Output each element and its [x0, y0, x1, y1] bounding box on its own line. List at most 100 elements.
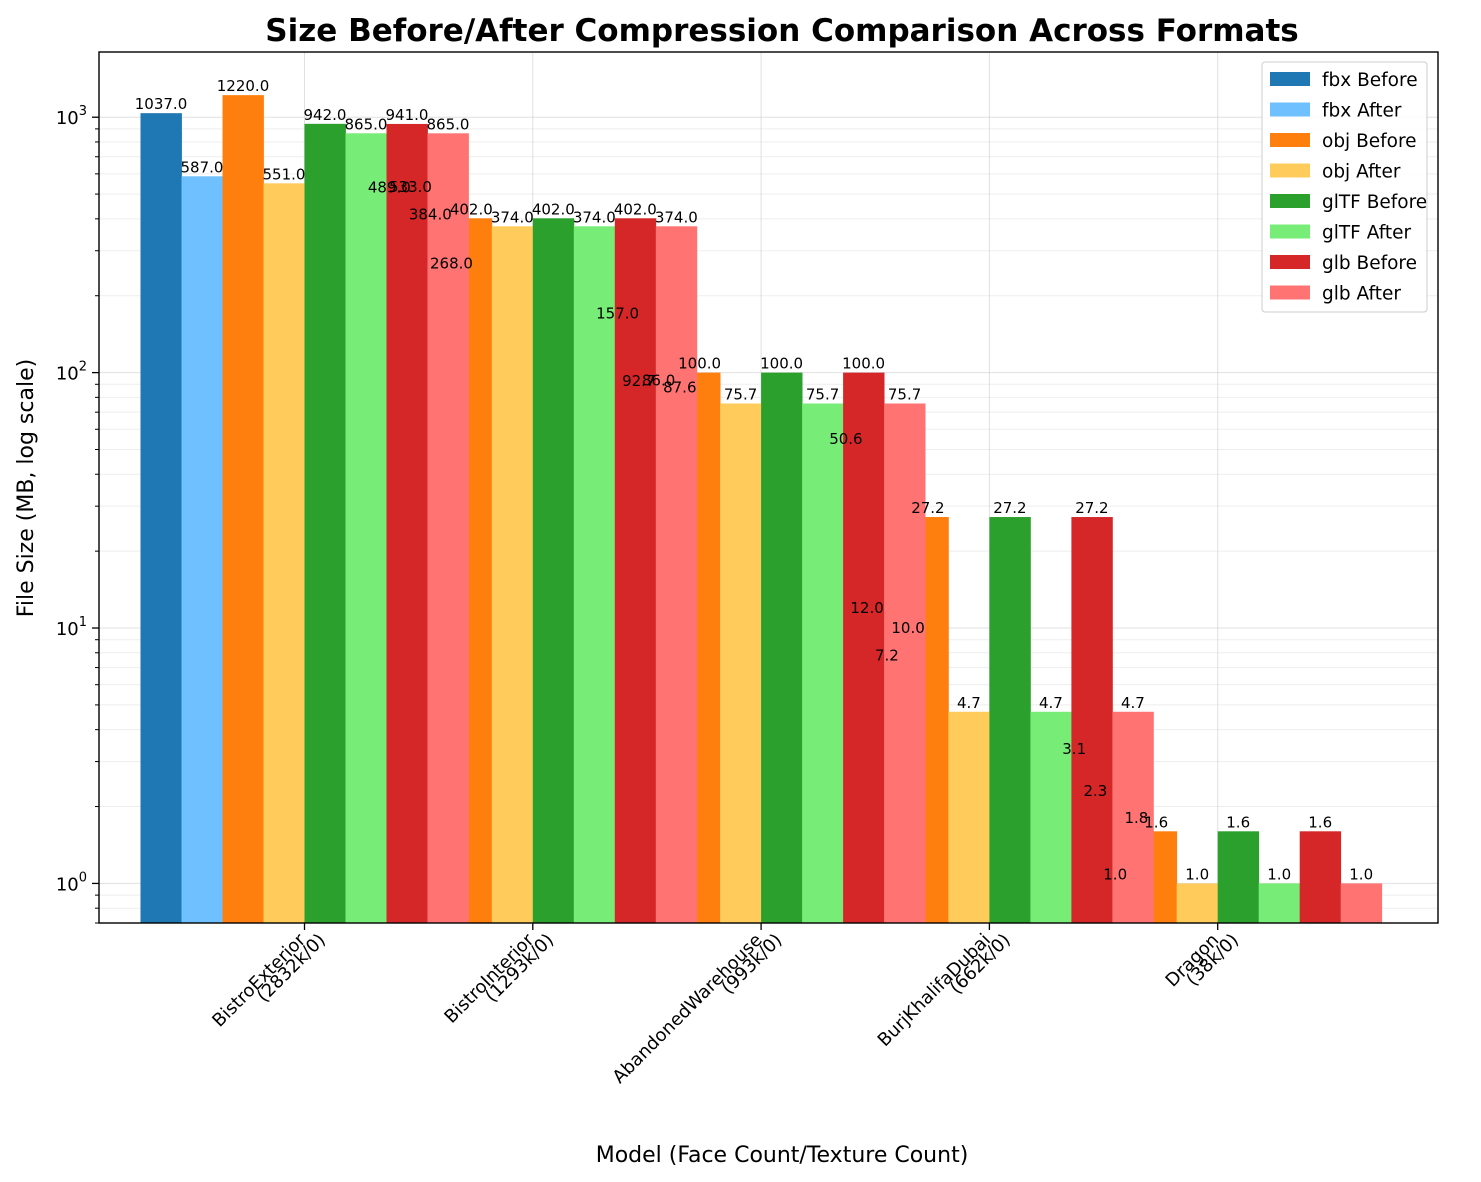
- data-label: 100.0: [842, 355, 885, 373]
- data-label: 1.0: [1349, 865, 1373, 883]
- bar: [614, 218, 657, 924]
- legend-label: obj After: [1322, 162, 1401, 183]
- bar: [884, 403, 926, 923]
- x-tick-label-group: BurjKhalifaDubai(662k/0): [874, 930, 1015, 1051]
- data-label: 3.1: [1062, 740, 1086, 758]
- legend-label: fbx After: [1322, 101, 1402, 122]
- legend: fbx Before fbx After obj Before obj After gl…: [1261, 61, 1428, 313]
- legend-label: fbx Before: [1322, 70, 1418, 91]
- legend-label: glb After: [1322, 284, 1401, 305]
- bar: [304, 123, 346, 924]
- data-label: 75.7: [806, 385, 839, 403]
- legend-swatch: [1270, 72, 1310, 86]
- data-label: 27.2: [1075, 499, 1108, 517]
- y-tick-label: 100: [56, 870, 87, 895]
- bars: [140, 95, 1383, 924]
- bar: [1299, 831, 1342, 923]
- legend-swatch: [1270, 133, 1310, 147]
- bar: [491, 226, 534, 924]
- y-axis-label: File Size (MB, log scale): [14, 359, 39, 617]
- bar: [222, 95, 264, 924]
- annotation-label: 92.7: [622, 372, 655, 390]
- annotation-label: 87.6: [663, 378, 696, 396]
- bar: [1258, 883, 1301, 923]
- plot-frame: [98, 51, 1439, 924]
- bar: [720, 403, 762, 923]
- data-label: 1.0: [1267, 865, 1291, 883]
- data-label: 1037.0: [135, 95, 188, 113]
- legend-label: glTF Before: [1322, 192, 1427, 213]
- x-tick-label: BistroExterior: [208, 929, 310, 1031]
- data-label: 1.6: [1144, 813, 1168, 831]
- legend-label: obj Before: [1322, 131, 1417, 152]
- data-label: 374.0: [573, 208, 616, 226]
- y-tick-label: 102: [56, 360, 87, 385]
- bar: [345, 133, 387, 923]
- data-label: 50.6: [829, 430, 862, 448]
- bar: [843, 372, 885, 924]
- data-label: 402.0: [450, 200, 493, 218]
- data-label: 27.2: [993, 499, 1026, 517]
- bar: [989, 517, 1031, 923]
- legend-swatch: [1270, 194, 1310, 208]
- legend-swatch: [1270, 255, 1310, 269]
- bar: [140, 113, 182, 923]
- data-label: 1.6: [1308, 813, 1332, 831]
- data-label: 4.7: [957, 694, 981, 712]
- legend-label: glTF After: [1322, 223, 1412, 244]
- x-tick-label-group: Dragon(38k/0): [1162, 930, 1243, 992]
- bar: [181, 176, 223, 923]
- bar: [573, 226, 616, 924]
- bar: [655, 226, 698, 924]
- annotation-label: 1.8: [1124, 809, 1148, 827]
- legend-box: [1261, 61, 1428, 313]
- data-label: 1.6: [1226, 813, 1250, 831]
- x-tick-label: BurjKhalifaDubai: [874, 930, 995, 1051]
- annotation-label: 533.0: [389, 178, 432, 196]
- data-label: 402.0: [532, 200, 575, 218]
- data-label: 75.7: [888, 385, 921, 403]
- legend-swatch: [1270, 163, 1310, 178]
- bar: [532, 218, 575, 924]
- data-label: 865.0: [345, 115, 388, 133]
- data-label: 384.0: [409, 205, 452, 223]
- data-label: 942.0: [304, 106, 347, 124]
- x-tick-label-group: BistroInterior(1293k/0): [440, 929, 558, 1027]
- x-tick-label-group: BistroExterior(2832k/0): [208, 929, 329, 1031]
- data-label: 86.0: [642, 371, 675, 389]
- data-label: 157.0: [596, 305, 639, 323]
- data-label: 75.7: [724, 385, 757, 403]
- x-axis-label: Model (Face Count/Texture Count): [596, 1143, 969, 1168]
- bar: [1340, 883, 1383, 923]
- data-labels: 1037.0 489.0 157.0 50.6 3.1 587.0 384.0 86.0 7.2…: [135, 77, 1373, 883]
- legend-swatch: [1270, 285, 1310, 300]
- data-label: 865.0: [427, 115, 470, 133]
- data-label: 941.0: [386, 106, 429, 124]
- legend-swatch: [1270, 224, 1310, 239]
- data-label: 374.0: [655, 208, 698, 226]
- data-label: 489.0: [368, 179, 411, 197]
- bar: [802, 403, 844, 923]
- bar: [1030, 711, 1072, 923]
- annotation-label: 12.0: [850, 599, 883, 617]
- bar: [948, 711, 990, 923]
- data-label: 1.0: [1103, 865, 1127, 883]
- annotation-label: 10.0: [891, 619, 924, 637]
- data-label: 100.0: [678, 355, 721, 373]
- data-label: 587.0: [181, 158, 224, 176]
- data-label: 374.0: [491, 208, 534, 226]
- x-tick-label: AbandonedWarehouse: [609, 930, 767, 1088]
- data-label: 4.7: [1121, 694, 1145, 712]
- data-label: 100.0: [760, 355, 803, 373]
- bar: [263, 183, 305, 923]
- chart-title: Size Before/After Compression Comparison…: [265, 13, 1298, 49]
- bar: [1217, 831, 1260, 923]
- data-label: 27.2: [911, 499, 944, 517]
- bar: [1176, 883, 1219, 923]
- bar: [427, 133, 469, 923]
- legend-label: glb Before: [1322, 253, 1417, 274]
- data-label: 551.0: [263, 165, 306, 183]
- bar: [1071, 517, 1113, 923]
- data-label: 7.2: [875, 646, 899, 664]
